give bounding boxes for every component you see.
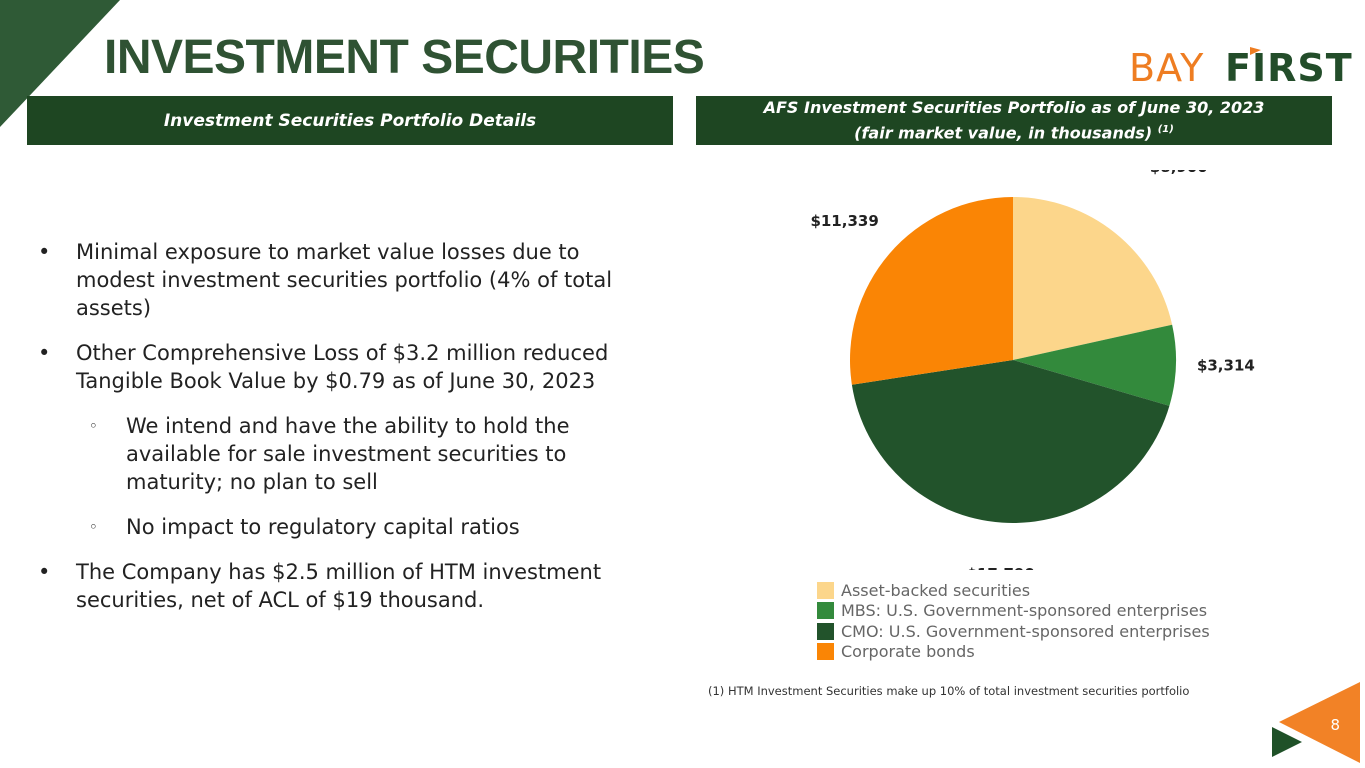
pie-slice [850,197,1013,385]
logo-text-bay: BAY [1129,46,1205,90]
bullet-text: Minimal exposure to market value losses … [76,240,613,320]
legend-item: MBS: U.S. Government-sponsored enterpris… [817,601,1210,622]
sub-bullet-item: ◦ We intend and have the ability to hold… [89,412,638,496]
sub-bullet-text: No impact to regulatory capital ratios [126,515,520,539]
legend-swatch [817,643,834,661]
sub-bullet-marker: ◦ [89,417,98,435]
bullet-list: • Minimal exposure to market value losse… [38,238,638,631]
pie-data-label: $17,790 [967,565,1035,570]
legend-label: CMO: U.S. Government-sponsored enterpris… [841,621,1210,641]
corner-decoration-top-left [0,0,120,127]
pie-data-label: $11,339 [810,212,878,230]
portfolio-details-header-text: Investment Securities Portfolio Details [163,110,537,131]
pie-slice [1013,324,1176,406]
sub-bullet-text: We intend and have the ability to hold t… [126,414,570,494]
sub-bullet-marker: ◦ [89,518,98,536]
afs-header-line1: AFS Investment Securities Portfolio as o… [763,97,1265,117]
legend-swatch [817,581,834,599]
portfolio-details-header: Investment Securities Portfolio Details [27,96,673,145]
bullet-item: • Minimal exposure to market value losse… [38,238,638,322]
bullet-item: • The Company has $2.5 million of HTM in… [38,558,638,614]
page-number: 8 [1330,716,1340,734]
legend-label: Corporate bonds [841,642,975,662]
logo-text-first: FIRST [1225,46,1353,90]
corner-decoration-bottom-right [1279,682,1360,763]
legend-swatch [817,602,834,620]
bayfirst-logo: BAY FIRST [1129,46,1352,91]
legend-swatch [817,622,834,640]
legend-label: Asset-backed securities [841,580,1031,600]
legend-item: Asset-backed securities [817,580,1210,601]
logo-flag-icon [1250,47,1261,55]
pie-chart: $8,900 $3,314 $17,790 $11,339 [810,170,1255,570]
footnote-ref: (1) [1157,123,1174,135]
pie-data-label: $8,900 [1150,170,1208,176]
legend-label: MBS: U.S. Government-sponsored enterpris… [841,601,1208,621]
chart-legend: Asset-backed securities MBS: U.S. Governm… [817,580,1210,662]
legend-item: Corporate bonds [817,642,1210,663]
pie-slice [1013,197,1173,360]
pie-slice [851,360,1170,523]
afs-header-line2-text: (fair market value, in thousands) [854,123,1153,143]
legend-item: CMO: U.S. Government-sponsored enterpris… [817,621,1210,642]
bullet-marker: • [38,560,51,584]
bullet-text: The Company has $2.5 million of HTM inve… [76,560,602,612]
bullet-item: • Other Comprehensive Loss of $3.2 milli… [38,339,638,395]
play-arrow-icon [1272,727,1302,757]
bullet-text: Other Comprehensive Loss of $3.2 million… [76,341,609,393]
page-title: INVESTMENT SECURITIES [104,31,705,84]
afs-portfolio-header: AFS Investment Securities Portfolio as o… [696,96,1332,145]
pie-data-label: $3,314 [1197,357,1255,375]
sub-bullet-item: ◦ No impact to regulatory capital ratios [89,513,638,541]
bullet-marker: • [38,341,51,365]
afs-header-line2: (fair market value, in thousands) (1) [854,119,1174,144]
footnote: (1) HTM Investment Securities make up 10… [708,684,1190,698]
bullet-marker: • [38,240,51,264]
